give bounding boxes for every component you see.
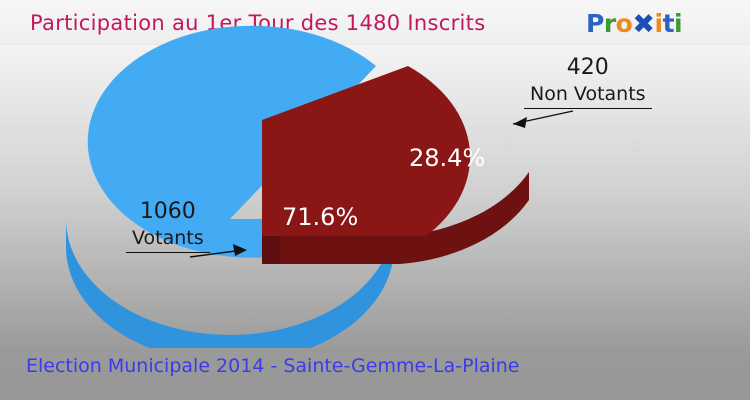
- pie-slice-non-votants-side: [262, 172, 529, 264]
- logo-letter-r: r: [603, 9, 616, 38]
- callout-non-votants-label: Non Votants: [524, 81, 652, 109]
- callout-non-votants: 420 Non Votants: [524, 54, 652, 109]
- pie-slice-non-votants-top: [262, 66, 471, 236]
- callout-votants-value: 1060: [139, 199, 196, 224]
- pie-slice-non-votants[interactable]: [262, 66, 529, 264]
- pie-label-votants-percent: 71.6%: [282, 203, 359, 231]
- callout-leader-non-votants: [512, 110, 574, 128]
- header-band: Participation au 1er Tour des 1480 Inscr…: [0, 0, 750, 48]
- chart-subtitle: Election Municipale 2014 - Sainte-Gemme-…: [26, 355, 520, 377]
- pie-slice-votants-side: [66, 219, 394, 363]
- footer-band: Election Municipale 2014 - Sainte-Gemme-…: [0, 348, 750, 400]
- callout-leader-votants: [189, 244, 247, 258]
- pie-slice-non-votants-cut: [262, 236, 280, 264]
- logo-letter-p: P: [586, 9, 604, 38]
- logo-letter-o: o: [615, 9, 633, 38]
- callout-non-votants-value: 420: [566, 55, 609, 80]
- pie-slice-votants[interactable]: [66, 25, 394, 363]
- logo-letter-i2: i: [674, 9, 683, 38]
- pie-label-non-votants-percent: 28.4%: [409, 144, 486, 172]
- logo-letter-i1: i: [654, 9, 663, 38]
- callout-votants-label: Votants: [126, 225, 210, 253]
- proxiti-logo[interactable]: Pro✖iti: [586, 9, 683, 40]
- logo-letter-x: ✖: [632, 9, 655, 40]
- callout-votants: 1060 Votants: [126, 198, 210, 253]
- pie-slice-votants-top: [87, 25, 376, 258]
- logo-letter-t: t: [662, 9, 675, 38]
